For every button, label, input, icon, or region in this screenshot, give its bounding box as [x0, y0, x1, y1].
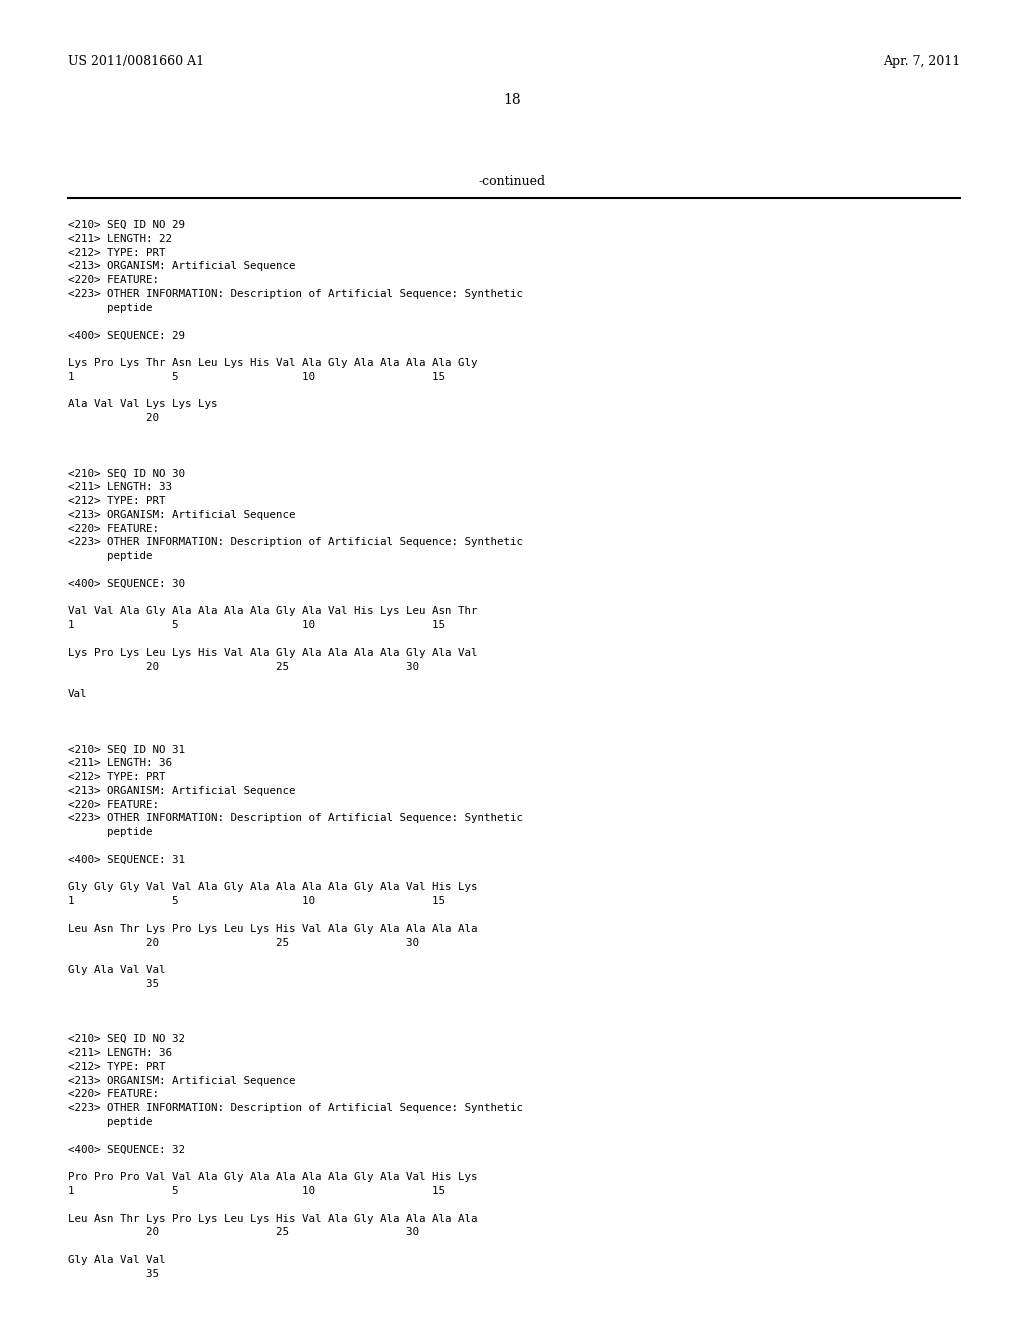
Text: <220> FEATURE:: <220> FEATURE: — [68, 1089, 159, 1100]
Text: Lys Pro Lys Leu Lys His Val Ala Gly Ala Ala Ala Ala Gly Ala Val: Lys Pro Lys Leu Lys His Val Ala Gly Ala … — [68, 648, 477, 657]
Text: <223> OTHER INFORMATION: Description of Artificial Sequence: Synthetic: <223> OTHER INFORMATION: Description of … — [68, 289, 523, 300]
Text: 18: 18 — [503, 92, 521, 107]
Text: <211> LENGTH: 33: <211> LENGTH: 33 — [68, 482, 172, 492]
Text: 1               5                   10                  15: 1 5 10 15 — [68, 896, 445, 907]
Text: 1               5                   10                  15: 1 5 10 15 — [68, 620, 445, 630]
Text: 1               5                   10                  15: 1 5 10 15 — [68, 372, 445, 381]
Text: peptide: peptide — [68, 552, 153, 561]
Text: <213> ORGANISM: Artificial Sequence: <213> ORGANISM: Artificial Sequence — [68, 785, 296, 796]
Text: <210> SEQ ID NO 31: <210> SEQ ID NO 31 — [68, 744, 185, 755]
Text: <400> SEQUENCE: 31: <400> SEQUENCE: 31 — [68, 855, 185, 865]
Text: Apr. 7, 2011: Apr. 7, 2011 — [883, 55, 961, 69]
Text: Gly Ala Val Val: Gly Ala Val Val — [68, 965, 166, 975]
Text: Leu Asn Thr Lys Pro Lys Leu Lys His Val Ala Gly Ala Ala Ala Ala: Leu Asn Thr Lys Pro Lys Leu Lys His Val … — [68, 1213, 477, 1224]
Text: 35: 35 — [68, 1269, 159, 1279]
Text: Val: Val — [68, 689, 87, 700]
Text: <211> LENGTH: 36: <211> LENGTH: 36 — [68, 1048, 172, 1059]
Text: <212> TYPE: PRT: <212> TYPE: PRT — [68, 248, 166, 257]
Text: Ala Val Val Lys Lys Lys: Ala Val Val Lys Lys Lys — [68, 400, 217, 409]
Text: 20                  25                  30: 20 25 30 — [68, 1228, 419, 1237]
Text: <220> FEATURE:: <220> FEATURE: — [68, 524, 159, 533]
Text: <213> ORGANISM: Artificial Sequence: <213> ORGANISM: Artificial Sequence — [68, 510, 296, 520]
Text: Leu Asn Thr Lys Pro Lys Leu Lys His Val Ala Gly Ala Ala Ala Ala: Leu Asn Thr Lys Pro Lys Leu Lys His Val … — [68, 924, 477, 933]
Text: 1               5                   10                  15: 1 5 10 15 — [68, 1185, 445, 1196]
Text: <210> SEQ ID NO 32: <210> SEQ ID NO 32 — [68, 1034, 185, 1044]
Text: <211> LENGTH: 36: <211> LENGTH: 36 — [68, 758, 172, 768]
Text: <223> OTHER INFORMATION: Description of Artificial Sequence: Synthetic: <223> OTHER INFORMATION: Description of … — [68, 1104, 523, 1113]
Text: Gly Gly Gly Val Val Ala Gly Ala Ala Ala Ala Gly Ala Val His Lys: Gly Gly Gly Val Val Ala Gly Ala Ala Ala … — [68, 882, 477, 892]
Text: <210> SEQ ID NO 30: <210> SEQ ID NO 30 — [68, 469, 185, 478]
Text: 20: 20 — [68, 413, 159, 424]
Text: <212> TYPE: PRT: <212> TYPE: PRT — [68, 496, 166, 506]
Text: <400> SEQUENCE: 30: <400> SEQUENCE: 30 — [68, 578, 185, 589]
Text: <213> ORGANISM: Artificial Sequence: <213> ORGANISM: Artificial Sequence — [68, 261, 296, 272]
Text: <223> OTHER INFORMATION: Description of Artificial Sequence: Synthetic: <223> OTHER INFORMATION: Description of … — [68, 813, 523, 824]
Text: US 2011/0081660 A1: US 2011/0081660 A1 — [68, 55, 204, 69]
Text: <220> FEATURE:: <220> FEATURE: — [68, 800, 159, 809]
Text: 20                  25                  30: 20 25 30 — [68, 937, 419, 948]
Text: <220> FEATURE:: <220> FEATURE: — [68, 275, 159, 285]
Text: peptide: peptide — [68, 302, 153, 313]
Text: 20                  25                  30: 20 25 30 — [68, 661, 419, 672]
Text: <210> SEQ ID NO 29: <210> SEQ ID NO 29 — [68, 220, 185, 230]
Text: peptide: peptide — [68, 828, 153, 837]
Text: peptide: peptide — [68, 1117, 153, 1127]
Text: <400> SEQUENCE: 29: <400> SEQUENCE: 29 — [68, 330, 185, 341]
Text: <212> TYPE: PRT: <212> TYPE: PRT — [68, 1061, 166, 1072]
Text: 35: 35 — [68, 979, 159, 989]
Text: Gly Ala Val Val: Gly Ala Val Val — [68, 1255, 166, 1265]
Text: Val Val Ala Gly Ala Ala Ala Ala Gly Ala Val His Lys Leu Asn Thr: Val Val Ala Gly Ala Ala Ala Ala Gly Ala … — [68, 606, 477, 616]
Text: <213> ORGANISM: Artificial Sequence: <213> ORGANISM: Artificial Sequence — [68, 1076, 296, 1085]
Text: Pro Pro Pro Val Val Ala Gly Ala Ala Ala Ala Gly Ala Val His Lys: Pro Pro Pro Val Val Ala Gly Ala Ala Ala … — [68, 1172, 477, 1183]
Text: <223> OTHER INFORMATION: Description of Artificial Sequence: Synthetic: <223> OTHER INFORMATION: Description of … — [68, 537, 523, 548]
Text: -continued: -continued — [478, 176, 546, 187]
Text: <212> TYPE: PRT: <212> TYPE: PRT — [68, 772, 166, 781]
Text: <211> LENGTH: 22: <211> LENGTH: 22 — [68, 234, 172, 244]
Text: Lys Pro Lys Thr Asn Leu Lys His Val Ala Gly Ala Ala Ala Ala Gly: Lys Pro Lys Thr Asn Leu Lys His Val Ala … — [68, 358, 477, 368]
Text: <400> SEQUENCE: 32: <400> SEQUENCE: 32 — [68, 1144, 185, 1155]
